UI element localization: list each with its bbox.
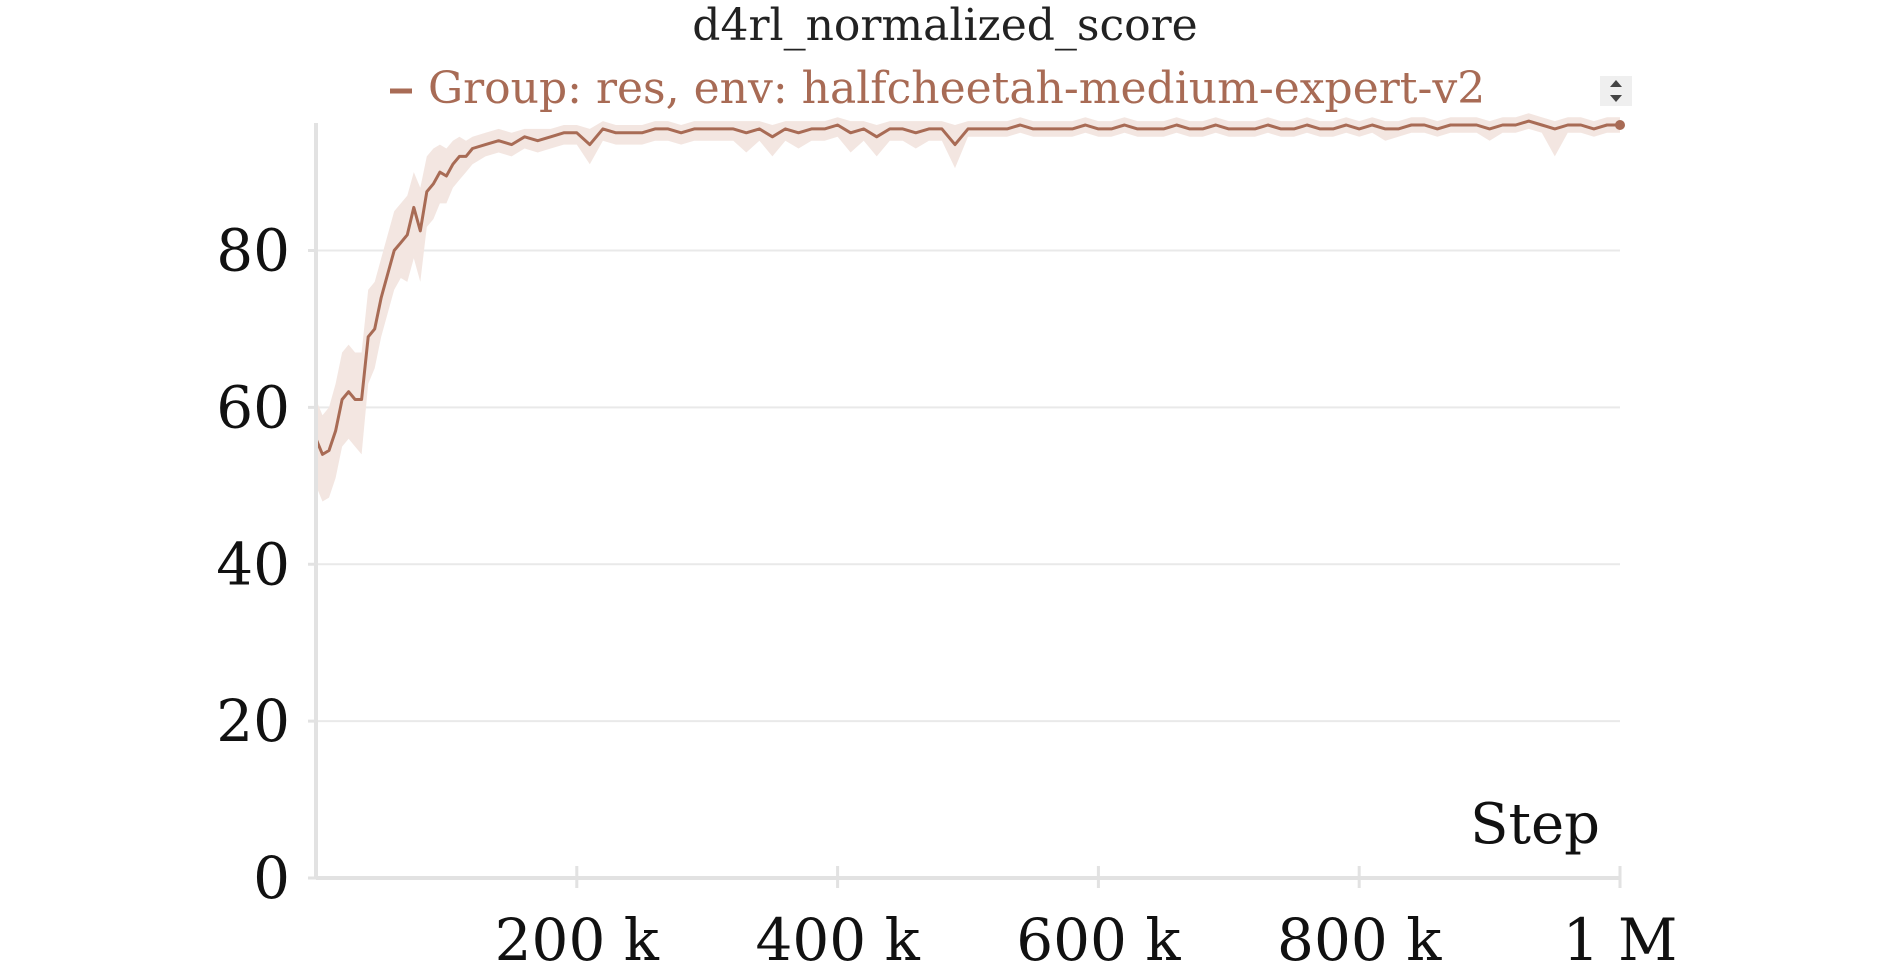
series-line[interactable] bbox=[314, 119, 1620, 456]
gridlines bbox=[316, 249, 1620, 723]
x-tick-label-4: 1 M bbox=[1563, 906, 1678, 971]
chart-title: d4rl_normalized_score bbox=[692, 0, 1197, 51]
x-tick-label-0: 200 k bbox=[495, 906, 660, 971]
series-confidence-band bbox=[316, 113, 1620, 502]
series-end-point[interactable] bbox=[1615, 120, 1625, 130]
legend-scroll-control[interactable] bbox=[1600, 76, 1632, 106]
x-tick-label-1: 400 k bbox=[755, 906, 920, 971]
x-axis-label: Step bbox=[1470, 792, 1600, 857]
y-tick-label-3: 60 bbox=[216, 373, 290, 441]
y-tick-label-2: 40 bbox=[216, 530, 290, 598]
x-axis-ticks: 200 k 400 k 600 k 800 k 1 M bbox=[495, 866, 1678, 974]
legend[interactable]: Group: res, env: halfcheetah-medium-expe… bbox=[390, 63, 1485, 114]
legend-label: Group: res, env: halfcheetah-medium-expe… bbox=[428, 63, 1485, 114]
chevron-up-icon[interactable] bbox=[1610, 80, 1622, 87]
x-tick-label-2: 600 k bbox=[1016, 906, 1181, 971]
chevron-down-icon[interactable] bbox=[1610, 95, 1622, 102]
y-tick-label-0: 0 bbox=[253, 844, 290, 912]
y-axis-ticks: 0 20 40 60 80 bbox=[216, 217, 316, 912]
x-tick-label-3: 800 k bbox=[1277, 906, 1442, 971]
y-tick-label-1: 20 bbox=[216, 687, 290, 755]
y-tick-label-4: 80 bbox=[216, 217, 290, 285]
